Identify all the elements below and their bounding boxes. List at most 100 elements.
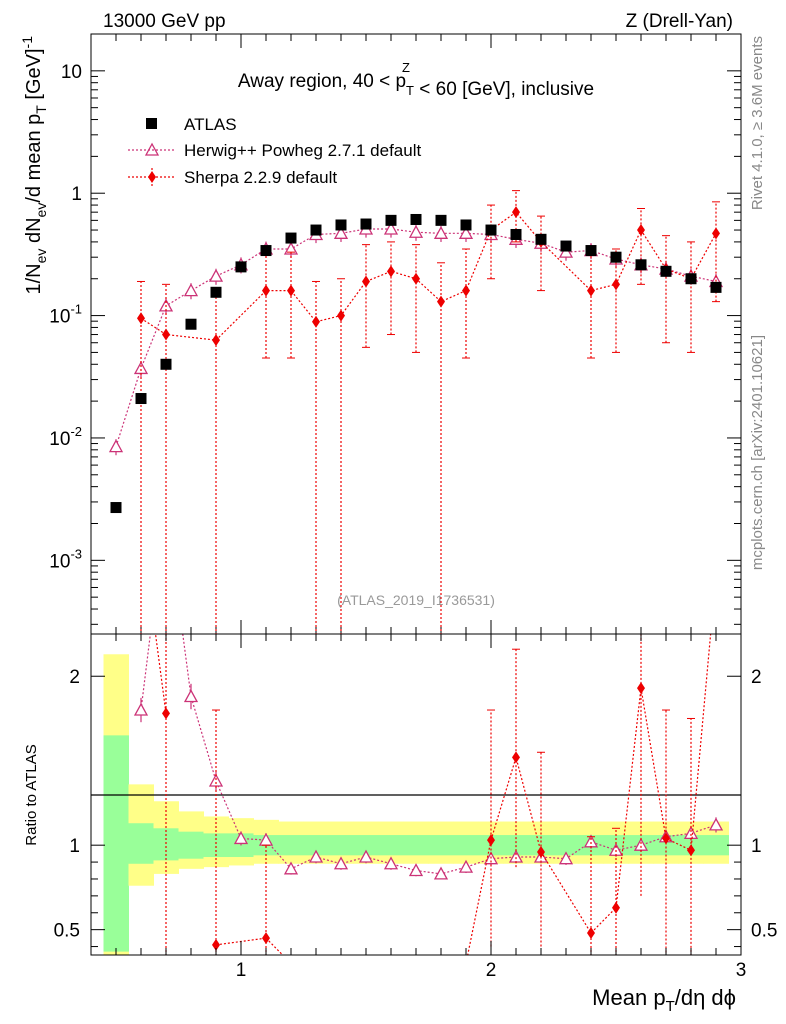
atlas-point xyxy=(385,214,397,226)
atlas-point xyxy=(585,245,597,257)
atlas-point xyxy=(610,251,622,263)
atlas-point xyxy=(535,233,547,245)
x-tick-label: 1 xyxy=(236,960,247,981)
atlas-point xyxy=(135,393,147,405)
ratio-herwig-point xyxy=(358,849,374,863)
atlas-point xyxy=(560,240,572,252)
ratio-y-axis-label: Ratio to ATLAS xyxy=(23,744,40,845)
y-axis-label: 1/Nev dNev/d mean pT [GeV]-1 xyxy=(19,36,49,295)
sherpa-point xyxy=(637,224,645,237)
ratio-plot-data xyxy=(133,634,724,955)
main-plot-panel: 10-3 10-2 10-1 1 10 Away region, 40 < pT < 6… xyxy=(19,33,742,635)
atlas-point xyxy=(335,219,347,231)
ratio-herwig-point xyxy=(708,817,724,831)
legend-atlas-label: ATLAS xyxy=(184,115,237,134)
sherpa-point xyxy=(612,278,620,291)
ratio-sherpa-connector xyxy=(154,634,167,714)
ratio-y-tick-label-right: 1 xyxy=(751,836,762,857)
atlas-point xyxy=(460,219,472,231)
mcplots-info: mcplots.cern.ch [arXiv:2401.10621] xyxy=(749,335,766,570)
x-axis-label: Mean pT/dη dϕ xyxy=(592,985,736,1015)
ratio-inner-band xyxy=(103,735,129,952)
ratio-inner-band xyxy=(428,835,454,856)
ratio-plot-frame xyxy=(90,633,742,956)
sherpa-point xyxy=(162,328,170,341)
ratio-y-tick-label-right: 0.5 xyxy=(751,921,777,942)
sherpa-point xyxy=(387,265,395,278)
main-y-tick-label: 10-2 xyxy=(49,424,82,450)
atlas-point xyxy=(310,224,322,236)
rivet-info: Rivet 4.1.0, ≥ 3.6M events xyxy=(749,36,766,210)
ratio-y-tick-label-right: 2 xyxy=(751,667,762,688)
sherpa-point xyxy=(137,312,145,325)
sherpa-point xyxy=(712,227,720,240)
legend-sherpa-marker xyxy=(128,168,176,186)
atlas-point xyxy=(635,259,647,271)
ratio-sherpa-point xyxy=(662,832,670,845)
main-y-tick-label: 10-3 xyxy=(49,546,82,572)
ratio-sherpa-point xyxy=(612,901,620,914)
sherpa-point xyxy=(462,284,470,297)
ratio-inner-band xyxy=(403,835,429,856)
atlas-point xyxy=(185,318,197,330)
main-y-tick-label: 1 xyxy=(71,184,82,205)
atlas-point xyxy=(485,224,497,236)
atlas-point xyxy=(110,502,122,514)
ratio-herwig-point xyxy=(408,863,424,877)
x-tick-label: 3 xyxy=(736,960,747,981)
legend: ATLAS Herwig++ Powheg 2.7.1 default Sher… xyxy=(128,115,421,187)
atlas-point xyxy=(510,228,522,240)
header-process: Z (Drell-Yan) xyxy=(626,11,733,32)
sherpa-point xyxy=(412,272,420,285)
ratio-herwig-point xyxy=(458,859,474,873)
ratio-inner-band xyxy=(453,835,479,856)
x-tick-label: 2 xyxy=(486,960,497,981)
ratio-sherpa-point xyxy=(687,844,695,857)
sherpa-point xyxy=(512,206,520,219)
ratio-herwig-point xyxy=(208,773,224,787)
ratio-inner-band xyxy=(303,835,329,856)
plot-title-superscript: Z xyxy=(402,60,410,75)
ratio-sherpa-point xyxy=(637,682,645,695)
atlas-point xyxy=(685,273,697,285)
sherpa-point xyxy=(312,315,320,328)
sherpa-point xyxy=(337,309,345,322)
ratio-herwig-point xyxy=(433,866,449,880)
ratio-inner-band xyxy=(328,835,354,856)
ratio-sherpa-connector xyxy=(265,937,284,955)
sherpa-point xyxy=(212,334,220,347)
ratio-sherpa-point xyxy=(212,938,220,951)
atlas-point xyxy=(435,214,447,226)
atlas-point xyxy=(260,245,272,257)
ratio-herwig-line xyxy=(140,634,717,875)
herwig-point xyxy=(333,225,349,239)
ratio-y-tick-label-left: 1 xyxy=(69,836,80,857)
sherpa-point xyxy=(437,295,445,308)
herwig-point xyxy=(133,361,149,375)
herwig-point xyxy=(108,439,124,453)
atlas-point xyxy=(410,213,422,225)
legend-herwig-label: Herwig++ Powheg 2.7.1 default xyxy=(184,141,421,160)
watermark: (ATLAS_2019_I1736531) xyxy=(337,592,495,608)
legend-atlas-marker xyxy=(146,118,157,129)
sherpa-line xyxy=(140,211,717,341)
herwig-point xyxy=(408,224,424,238)
ratio-inner-band xyxy=(378,835,404,856)
ratio-herwig-point xyxy=(333,856,349,870)
ratio-uncertainty-bands xyxy=(103,654,729,955)
header-energy: 13000 GeV pp xyxy=(103,11,226,32)
herwig-point xyxy=(458,225,474,239)
ratio-herwig-point xyxy=(233,831,249,845)
ratio-sherpa-line xyxy=(490,634,712,935)
atlas-point xyxy=(235,261,247,273)
ratio-y-tick-label-left: 2 xyxy=(69,667,80,688)
atlas-point xyxy=(160,358,172,370)
atlas-point xyxy=(660,265,672,277)
main-plot-data xyxy=(108,190,724,634)
sherpa-point xyxy=(262,284,270,297)
ratio-inner-band xyxy=(353,835,379,856)
legend-herwig-marker xyxy=(128,142,176,156)
atlas-point xyxy=(210,286,222,298)
herwig-point xyxy=(558,244,574,258)
